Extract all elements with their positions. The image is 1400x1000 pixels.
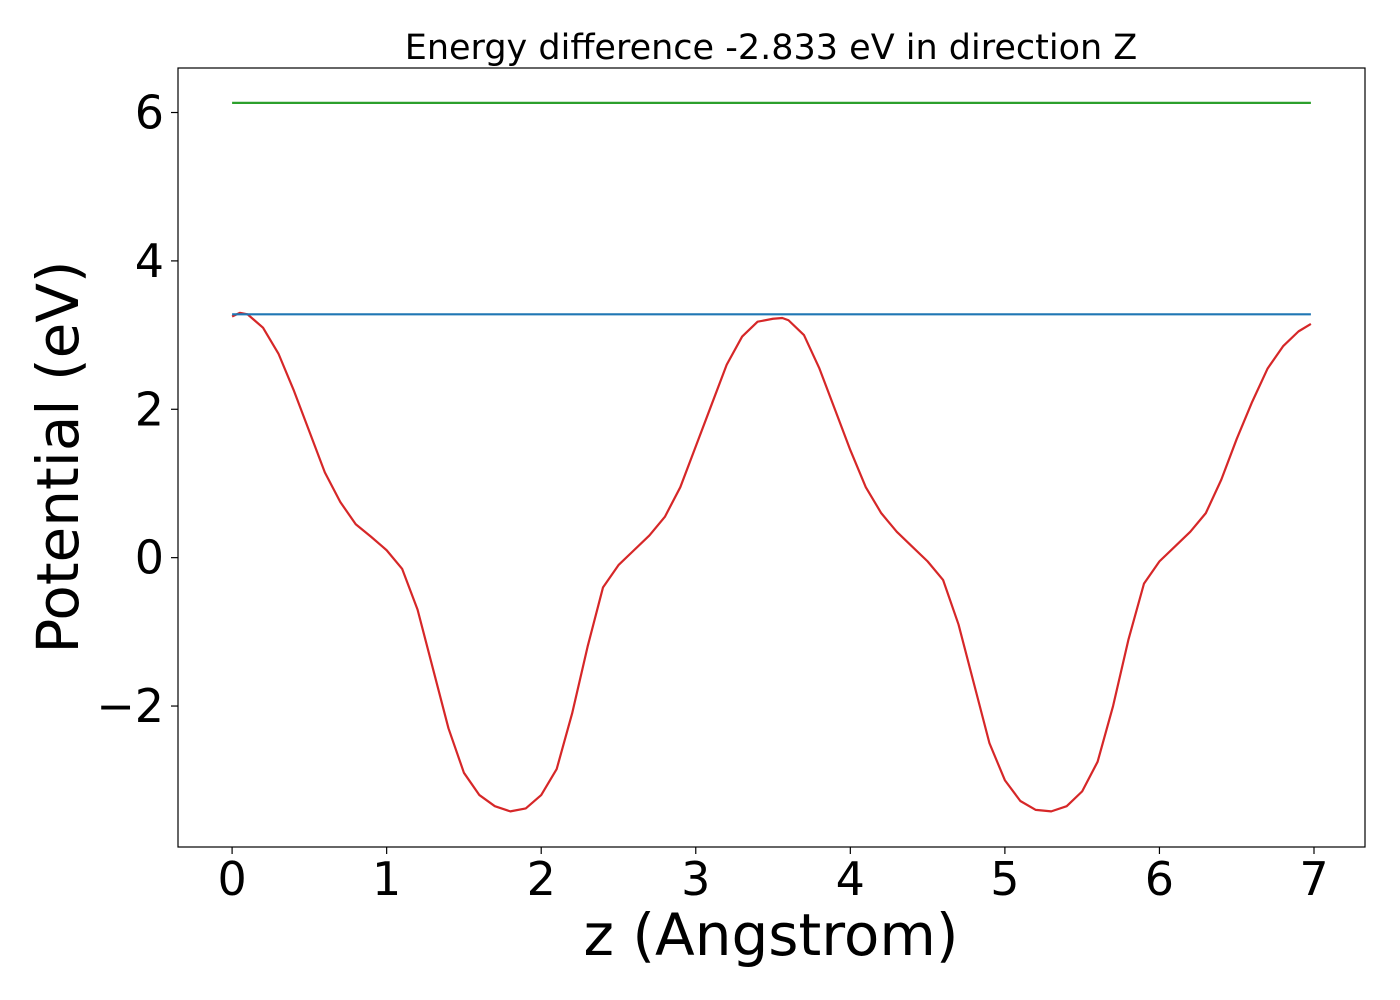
x-tick-label: 4 bbox=[836, 852, 865, 906]
y-tick-label: 4 bbox=[135, 234, 164, 288]
y-tick-label: 2 bbox=[135, 382, 164, 436]
x-tick-label: 3 bbox=[681, 852, 710, 906]
x-tick-label: 5 bbox=[990, 852, 1019, 906]
plot-series bbox=[231, 101, 1312, 813]
x-tick-label: 1 bbox=[372, 852, 401, 906]
y-tick-label: −2 bbox=[96, 679, 164, 733]
y-tick-label: 0 bbox=[135, 531, 164, 585]
x-tick-label: 2 bbox=[527, 852, 556, 906]
x-tick-label: 6 bbox=[1145, 852, 1174, 906]
plot-frame bbox=[177, 67, 1366, 848]
x-axis-label: z (Angstrom) bbox=[584, 901, 959, 969]
x-tick-label: 0 bbox=[217, 852, 246, 906]
potential-line bbox=[231, 311, 1312, 813]
y-tick-label: 6 bbox=[135, 86, 164, 140]
y-axis-ticks: −2 0 2 4 6 bbox=[96, 86, 178, 733]
x-tick-label: 7 bbox=[1299, 852, 1328, 906]
x-axis-ticks: 0 1 2 3 4 5 6 7 bbox=[217, 847, 1329, 906]
y-axis-label: Potential (eV) bbox=[24, 260, 92, 653]
chart-title: Energy difference -2.833 eV in direction… bbox=[405, 28, 1138, 68]
